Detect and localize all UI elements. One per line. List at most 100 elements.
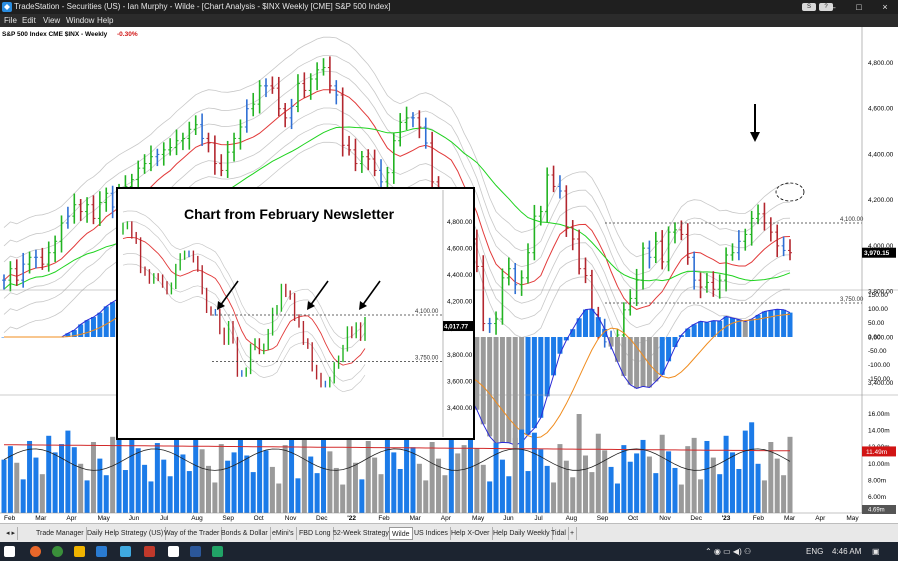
search-button[interactable]: S bbox=[802, 3, 816, 11]
date-tick: Dec bbox=[316, 515, 328, 522]
macd-histogram-bar bbox=[90, 317, 96, 337]
macd-histogram-bar bbox=[589, 308, 595, 337]
help-button[interactable]: ? bbox=[819, 3, 833, 11]
macd-histogram-bar bbox=[78, 324, 84, 337]
volume-bar bbox=[397, 468, 403, 513]
maximize-icon[interactable]: □ bbox=[856, 2, 862, 12]
app-icon[interactable] bbox=[96, 546, 107, 557]
date-tick: '23 bbox=[722, 515, 731, 522]
price-bar bbox=[570, 220, 575, 251]
price-bar bbox=[724, 247, 729, 292]
macd-histogram-bar bbox=[685, 328, 691, 337]
volume-bar bbox=[352, 462, 358, 513]
chart-analysis-window[interactable]: 4,100.00 3,750.00 4,800.00 4,600.00 4,400.0… bbox=[0, 27, 898, 523]
volume-bar bbox=[46, 435, 52, 513]
menu-bar: File Edit View Window Help bbox=[0, 14, 898, 27]
inset-arrow-shaft-2 bbox=[361, 280, 381, 307]
last-volume-label: 11.49m bbox=[866, 449, 887, 456]
price-bar bbox=[379, 159, 384, 190]
tradestation-taskbar-icon[interactable] bbox=[120, 546, 131, 557]
volume-bar bbox=[122, 470, 128, 513]
close-icon[interactable]: × bbox=[882, 2, 888, 12]
menu-window[interactable]: Window bbox=[66, 16, 95, 25]
macd-histogram-bar bbox=[544, 337, 550, 397]
price-bar bbox=[251, 92, 256, 117]
pdf-icon[interactable] bbox=[144, 546, 155, 557]
price-bar bbox=[526, 243, 530, 284]
menu-edit[interactable]: Edit bbox=[22, 16, 36, 25]
macd-histogram-bar bbox=[65, 333, 71, 337]
price-bar bbox=[717, 274, 722, 299]
volume-bar bbox=[282, 445, 288, 513]
volume-bar bbox=[186, 471, 192, 513]
excel-icon[interactable] bbox=[212, 546, 223, 557]
macd-histogram-bar bbox=[614, 337, 620, 362]
price-bar bbox=[104, 187, 109, 212]
macd-tick: 100.00 bbox=[868, 306, 888, 313]
volume-bar bbox=[27, 440, 33, 513]
minimize-icon[interactable]: – bbox=[830, 2, 836, 12]
clock[interactable]: 4:46 AM bbox=[832, 547, 862, 556]
menu-view[interactable]: View bbox=[43, 16, 61, 25]
symbol-change: -0.30% bbox=[117, 31, 138, 38]
date-tick: Jul bbox=[534, 515, 543, 522]
os-taskbar: ⌃ ◉ ▭ ◀) ⚇ ENG 4:46 AM ▣ bbox=[0, 542, 898, 561]
volume-bar bbox=[410, 447, 416, 513]
volume-bar bbox=[384, 435, 390, 513]
volume-bar bbox=[646, 456, 652, 513]
price-bar bbox=[743, 228, 748, 251]
volume-bar bbox=[391, 452, 397, 513]
date-tick: May bbox=[98, 515, 111, 522]
nav-arrows-icon[interactable]: ◂ ▸ bbox=[4, 527, 18, 540]
volume-bar bbox=[499, 459, 505, 513]
notification-icon[interactable]: ▣ bbox=[872, 547, 880, 556]
tray-icons[interactable]: ⌃ ◉ ▭ ◀) ⚇ bbox=[705, 547, 752, 556]
inset-arrow-head-icon bbox=[359, 301, 367, 310]
price-bar bbox=[494, 311, 499, 335]
start-icon[interactable] bbox=[4, 546, 15, 557]
newsletter-inset: Chart from February Newsletter 4,800.00 4,… bbox=[116, 187, 475, 440]
tab-52-week[interactable]: 52-Week Strategy bbox=[331, 527, 392, 540]
tab-bonds-dollar[interactable]: Bonds & Dollar bbox=[219, 527, 271, 540]
menu-help[interactable]: Help bbox=[97, 16, 114, 25]
chrome-icon[interactable] bbox=[52, 546, 63, 557]
macd-histogram-bar bbox=[551, 337, 557, 376]
tab-tidal[interactable]: Tidal bbox=[549, 527, 569, 540]
word-icon[interactable] bbox=[190, 546, 201, 557]
tab-way-of-the-trader[interactable]: Way of the Trader bbox=[162, 527, 223, 540]
volume-bar bbox=[110, 436, 116, 513]
add-tab-icon[interactable]: + bbox=[568, 527, 578, 540]
language-indicator[interactable]: ENG bbox=[806, 547, 824, 556]
price-bar bbox=[647, 240, 652, 269]
date-tick: Mar bbox=[784, 515, 796, 522]
file-explorer-icon[interactable] bbox=[74, 546, 85, 557]
menu-file[interactable]: File bbox=[4, 16, 17, 25]
tab-wilde[interactable]: Wilde bbox=[389, 527, 413, 540]
date-tick: Apr bbox=[441, 515, 452, 522]
volume-bar bbox=[78, 463, 84, 513]
volume-bar bbox=[589, 472, 595, 513]
volume-bar bbox=[717, 474, 723, 513]
tab-trade-manager[interactable]: Trade Manager bbox=[34, 527, 87, 540]
price-bar bbox=[353, 138, 358, 172]
tab-fbd-long[interactable]: FBD Long bbox=[297, 527, 334, 540]
volume-bar bbox=[39, 474, 45, 513]
price-bar bbox=[270, 76, 275, 94]
inset-price-tick: 3,600.00 bbox=[447, 378, 473, 385]
price-bar bbox=[97, 191, 102, 226]
volume-bar bbox=[704, 440, 710, 513]
tab-emini[interactable]: eMini's bbox=[270, 527, 297, 540]
tab-help-x-over[interactable]: Help X-Over bbox=[449, 527, 493, 540]
volume-bar bbox=[167, 476, 173, 513]
tab-help-daily-weekly[interactable]: Help Daily Weekly bbox=[491, 527, 553, 540]
firefox-icon[interactable] bbox=[30, 546, 41, 557]
notepad-icon[interactable] bbox=[168, 546, 179, 557]
chart-canvas[interactable]: 4,100.00 3,750.00 4,800.00 4,600.00 4,400.0… bbox=[0, 27, 898, 523]
volume-bar bbox=[621, 445, 627, 513]
tab-us-indices[interactable]: US Indices bbox=[412, 527, 451, 540]
price-bar bbox=[232, 132, 237, 162]
price-bar bbox=[308, 73, 313, 100]
price-bar bbox=[404, 106, 409, 130]
volume-bar bbox=[97, 458, 103, 513]
tab-daily-help-strategy[interactable]: Daily Help Strategy (US) bbox=[85, 527, 167, 540]
